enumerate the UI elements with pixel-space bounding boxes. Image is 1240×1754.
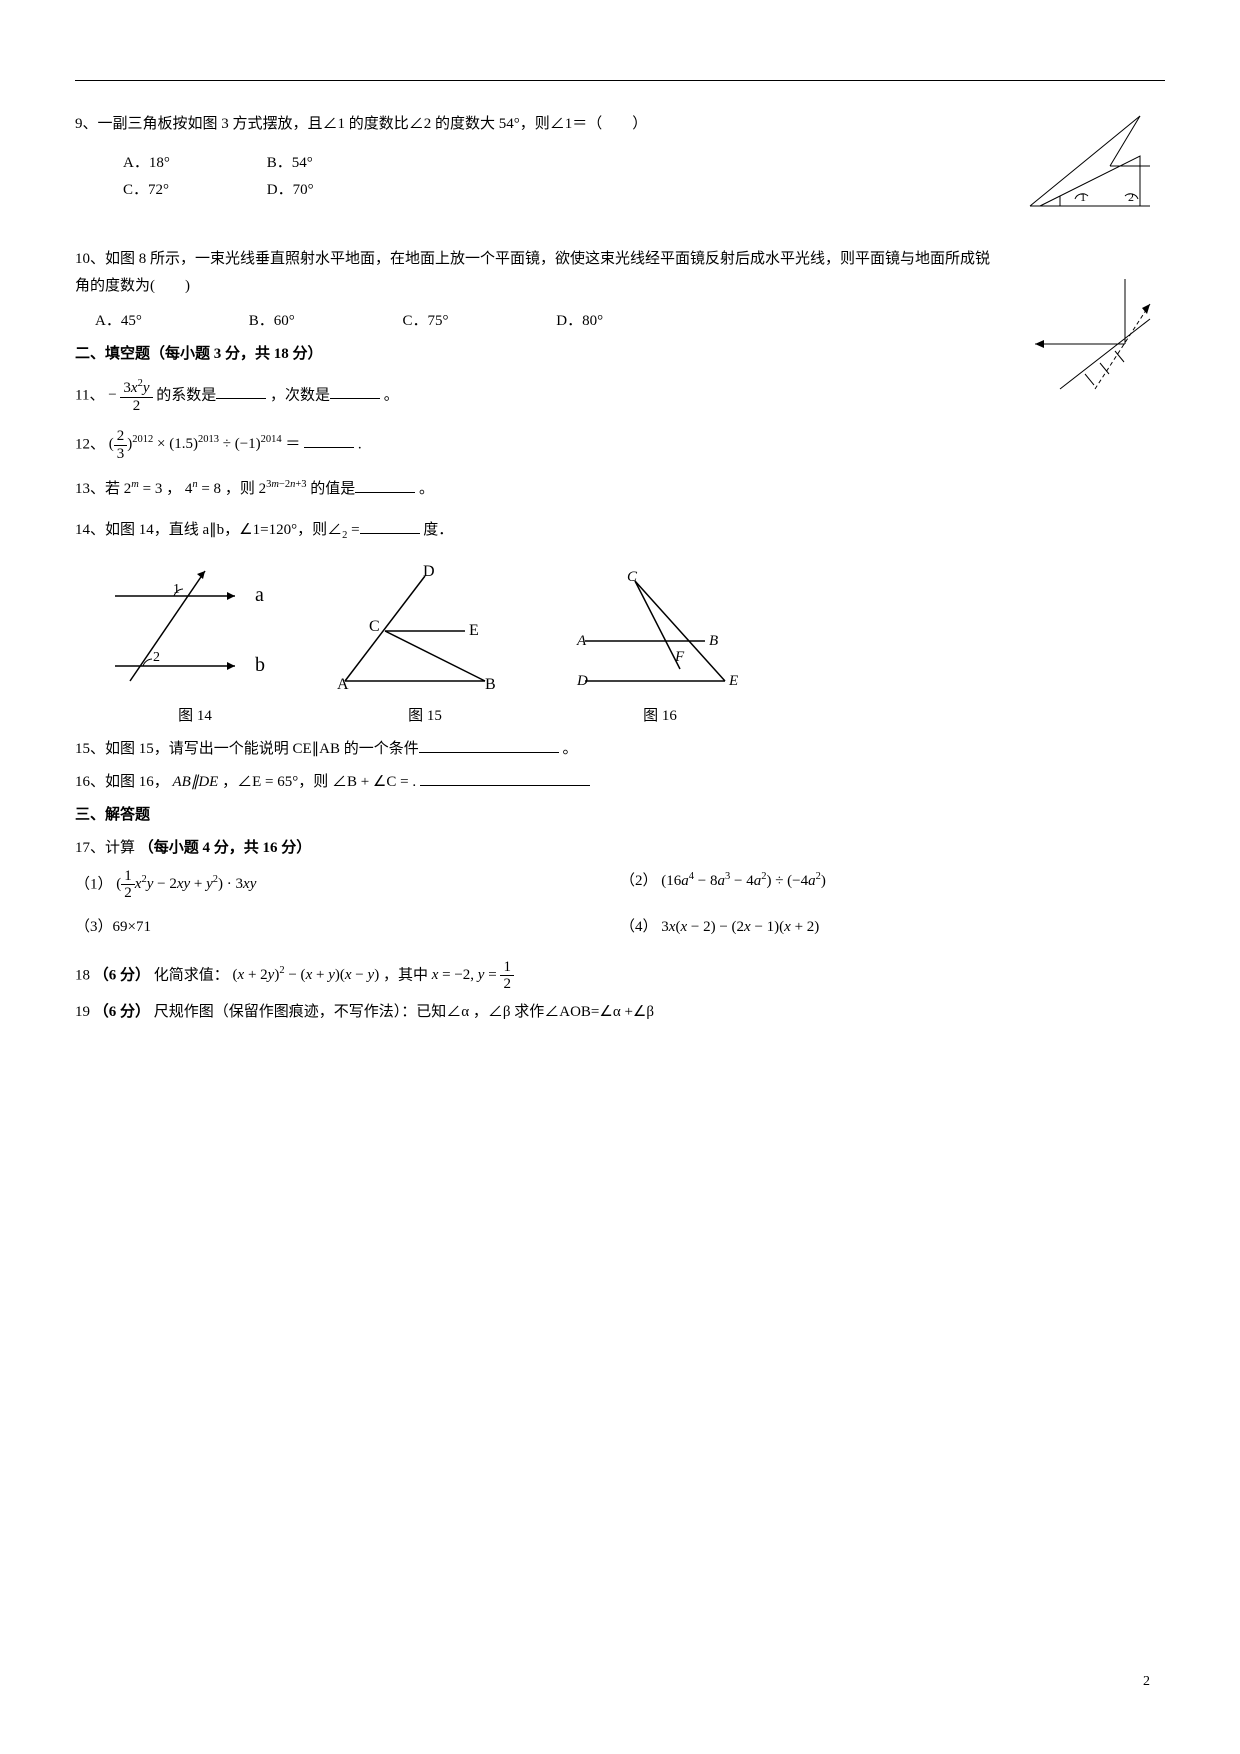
q11-mid2: ，次数是 bbox=[270, 387, 330, 403]
q18-num: 18 bbox=[75, 967, 90, 983]
q19-points: （6 分） bbox=[94, 1004, 150, 1020]
svg-text:b: b bbox=[255, 654, 265, 676]
q17-row1: （1） (12x2y − 2xy + y2) · 3xy （2） (16a4 −… bbox=[75, 868, 1165, 902]
q9-opt-a: A．18° bbox=[123, 150, 263, 177]
q17-points: （每小题 4 分，共 16 分） bbox=[139, 840, 312, 856]
fig15-label: 图 15 bbox=[325, 703, 525, 730]
q17-4-label: （4） bbox=[620, 919, 658, 935]
svg-text:D: D bbox=[423, 563, 435, 580]
q13-c1: ， bbox=[166, 481, 181, 497]
q10-opt-d: D．80° bbox=[556, 308, 706, 335]
q17-row2: （3）69×71 （4） 3x(x − 2) − (2x − 1)(x + 2) bbox=[75, 914, 1165, 941]
svg-text:B: B bbox=[485, 676, 496, 691]
q17-3: （3）69×71 bbox=[75, 919, 151, 935]
q14-prefix: 14、如图 14，直线 a∥b，∠1=120°，则∠ bbox=[75, 522, 342, 538]
question-10: 10、如图 8 所示，一束光线垂直照射水平地面，在地面上放一个平面镜，欲使这束光… bbox=[75, 246, 1165, 335]
question-9: 9、一副三角板按如图 3 方式摆放，且∠1 的度数比∠2 的度数大 54°，则∠… bbox=[75, 111, 1165, 204]
q9-opt-c: C．72° bbox=[123, 177, 263, 204]
question-17: 17、计算 （每小题 4 分，共 16 分） bbox=[75, 835, 1165, 862]
q9-opt-d: D．70° bbox=[267, 177, 407, 204]
section-2-title: 二、填空题（每小题 3 分，共 18 分） bbox=[75, 341, 1165, 368]
q9-opt-b: B．54° bbox=[267, 150, 407, 177]
q12-prefix: 12、 bbox=[75, 436, 105, 452]
svg-text:B: B bbox=[709, 633, 718, 649]
q16-rest: ，∠E = 65°，则 ∠B + ∠C = . bbox=[222, 774, 416, 790]
q15-prefix: 15、如图 15，请写出一个能说明 CE∥AB 的一个条件 bbox=[75, 741, 419, 757]
figure-q9: 1 2 bbox=[1020, 101, 1160, 221]
svg-text:a: a bbox=[255, 584, 264, 606]
question-15: 15、如图 15，请写出一个能说明 CE∥AB 的一个条件 。 bbox=[75, 736, 1165, 763]
q18-label: 化简求值： bbox=[154, 967, 229, 983]
svg-text:F: F bbox=[674, 649, 685, 665]
svg-text:A: A bbox=[576, 633, 587, 649]
fig14-label: 图 14 bbox=[105, 703, 285, 730]
q16-prefix: 16、如图 16， bbox=[75, 774, 169, 790]
svg-text:D: D bbox=[576, 673, 588, 689]
q10-opt-a: A．45° bbox=[95, 308, 245, 335]
q13-mid: 的值是 bbox=[310, 481, 355, 497]
q14-eq: = bbox=[351, 522, 359, 538]
svg-text:2: 2 bbox=[153, 650, 160, 665]
q10-opt-c: C．75° bbox=[403, 308, 553, 335]
q11-mid1: 的系数是 bbox=[156, 387, 216, 403]
q11-prefix: 11、 bbox=[75, 387, 104, 403]
q11-end: 。 bbox=[384, 387, 399, 403]
q14-end: 度． bbox=[423, 522, 453, 538]
question-14: 14、如图 14，直线 a∥b，∠1=120°，则∠2 = 度． bbox=[75, 517, 1165, 546]
question-18: 18 （6 分） 化简求值： (x + 2y)2 − (x + y)(x − y… bbox=[75, 959, 1165, 993]
question-12: 12、 (23)2012 × (1.5)2013 ÷ (−1)2014 ＝ . bbox=[75, 428, 1165, 462]
q19-text: 尺规作图（保留作图痕迹，不写作法）：已知∠α ，∠β 求作∠AOB=∠α +∠β bbox=[154, 1004, 654, 1020]
q9-text: 9、一副三角板按如图 3 方式摆放，且∠1 的度数比∠2 的度数大 54°，则∠… bbox=[75, 116, 647, 132]
figure-15: A B C D E bbox=[325, 561, 525, 691]
q19-num: 19 bbox=[75, 1004, 90, 1020]
q17-2-label: （2） bbox=[620, 873, 658, 889]
figure-16: A B C D E F bbox=[565, 561, 755, 691]
q12-end: . bbox=[358, 436, 362, 452]
q16-parallel: AB∥DE bbox=[173, 774, 219, 790]
section-3-title: 三、解答题 bbox=[75, 802, 1165, 829]
q12-eq: ＝ bbox=[285, 436, 304, 452]
q18-where: ，其中 bbox=[383, 967, 432, 983]
q13-prefix: 13、若 bbox=[75, 481, 124, 497]
q14-sub: 2 bbox=[342, 530, 347, 541]
svg-text:A: A bbox=[337, 676, 349, 691]
q13-c2: ，则 bbox=[225, 481, 259, 497]
svg-text:2: 2 bbox=[1128, 190, 1134, 204]
q17-1-label: （1） bbox=[75, 876, 113, 892]
q17-prefix: 17、计算 bbox=[75, 840, 135, 856]
question-13: 13、若 2m = 3 ， 4n = 8 ，则 23m−2n+3 的值是 。 bbox=[75, 476, 1165, 503]
svg-text:1: 1 bbox=[1080, 190, 1086, 204]
q10-opt-b: B．60° bbox=[249, 308, 399, 335]
svg-text:E: E bbox=[469, 622, 479, 639]
svg-text:C: C bbox=[369, 618, 380, 635]
q15-end: 。 bbox=[563, 741, 578, 757]
fig16-label: 图 16 bbox=[565, 703, 755, 730]
q18-points: （6 分） bbox=[94, 967, 150, 983]
question-19: 19 （6 分） 尺规作图（保留作图痕迹，不写作法）：已知∠α ，∠β 求作∠A… bbox=[75, 999, 1165, 1026]
q13-end: 。 bbox=[419, 481, 434, 497]
question-16: 16、如图 16， AB∥DE ，∠E = 65°，则 ∠B + ∠C = . bbox=[75, 769, 1165, 796]
figure-row: a b 1 2 图 14 A B C D E 图 15 A bbox=[105, 561, 1165, 730]
figure-14: a b 1 2 bbox=[105, 561, 285, 691]
page-number: 2 bbox=[1143, 1669, 1150, 1694]
figure-q10 bbox=[1030, 274, 1170, 404]
q10-text: 10、如图 8 所示，一束光线垂直照射水平地面，在地面上放一个平面镜，欲使这束光… bbox=[75, 246, 1165, 300]
question-11: 11、 − 3x2y2 的系数是 ，次数是 。 bbox=[75, 378, 1165, 414]
svg-text:E: E bbox=[728, 673, 738, 689]
svg-text:C: C bbox=[627, 569, 638, 585]
